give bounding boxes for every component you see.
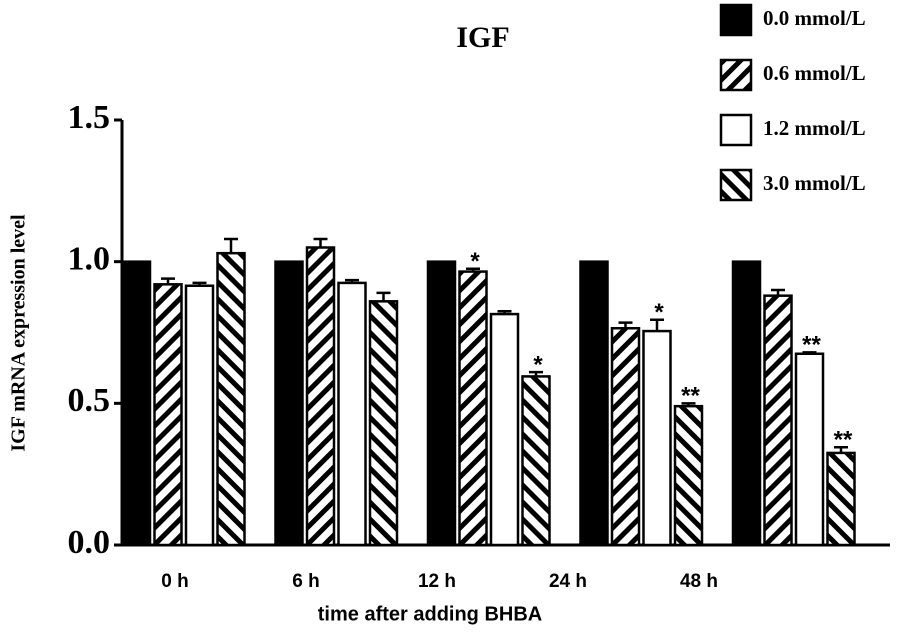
- y-tick-label: 1.0: [68, 240, 111, 277]
- bar: [121, 260, 152, 547]
- x-tick-label: 6 h: [292, 571, 319, 592]
- legend-label: 0.6 mmol/L: [763, 61, 866, 85]
- significance-label: *: [533, 352, 543, 379]
- error-bar: [529, 370, 543, 377]
- bar: [458, 270, 488, 547]
- bar: [826, 451, 856, 547]
- significance-label: *: [654, 299, 664, 326]
- bar: [673, 404, 704, 547]
- bar: [731, 260, 762, 547]
- x-axis-label: time after adding BHBA: [318, 603, 542, 625]
- x-tick-label: 12 h: [418, 571, 456, 592]
- bar: [305, 246, 336, 547]
- bar: [368, 300, 399, 547]
- error-bar: [224, 237, 238, 254]
- bar: [216, 251, 246, 547]
- error-bar: [466, 267, 480, 272]
- error-bar: [497, 310, 512, 315]
- bar: [794, 352, 825, 547]
- bar: [610, 327, 641, 547]
- bar: [763, 294, 793, 547]
- significance-label: **: [802, 332, 821, 359]
- error-bar: [161, 277, 175, 285]
- bar: [426, 260, 457, 547]
- significance-label: **: [681, 383, 700, 410]
- error-bar: [802, 351, 817, 354]
- error-bar: [681, 402, 696, 407]
- legend-label: 0.0 mmol/L: [763, 6, 866, 30]
- chart-title: IGF: [456, 21, 509, 54]
- y-axis-label: IGF mRNA expression level: [8, 214, 30, 452]
- error-bar: [313, 237, 328, 248]
- error-bar: [771, 288, 785, 296]
- legend-swatch: [719, 3, 753, 37]
- bar: [579, 260, 609, 547]
- legend-label: 3.0 mmol/L: [763, 171, 866, 195]
- y-tick-label: 0.5: [68, 382, 111, 419]
- y-tick-label: 1.5: [68, 99, 111, 136]
- bar: [153, 283, 183, 547]
- bar: [337, 281, 367, 547]
- x-tick-label: 0 h: [161, 571, 188, 592]
- legend-label: 1.2 mmol/L: [763, 116, 866, 140]
- error-bar: [345, 278, 359, 283]
- bar: [521, 375, 551, 547]
- error-bar: [618, 321, 633, 329]
- legend-swatch: [719, 113, 753, 147]
- error-bar: [650, 318, 664, 332]
- bar: [274, 260, 304, 547]
- x-tick-label: 48 h: [680, 571, 718, 592]
- bar: [489, 312, 520, 547]
- bar: [184, 284, 215, 547]
- y-tick-label: 0.0: [68, 524, 111, 561]
- error-bar: [834, 446, 848, 453]
- error-bar: [376, 291, 391, 302]
- legend-swatch: [719, 168, 753, 202]
- legend-swatch: [719, 58, 753, 92]
- x-tick-label: 24 h: [549, 571, 587, 592]
- significance-label: *: [470, 248, 480, 275]
- error-bar: [192, 281, 207, 286]
- significance-label: **: [834, 427, 853, 454]
- bar: [642, 329, 672, 547]
